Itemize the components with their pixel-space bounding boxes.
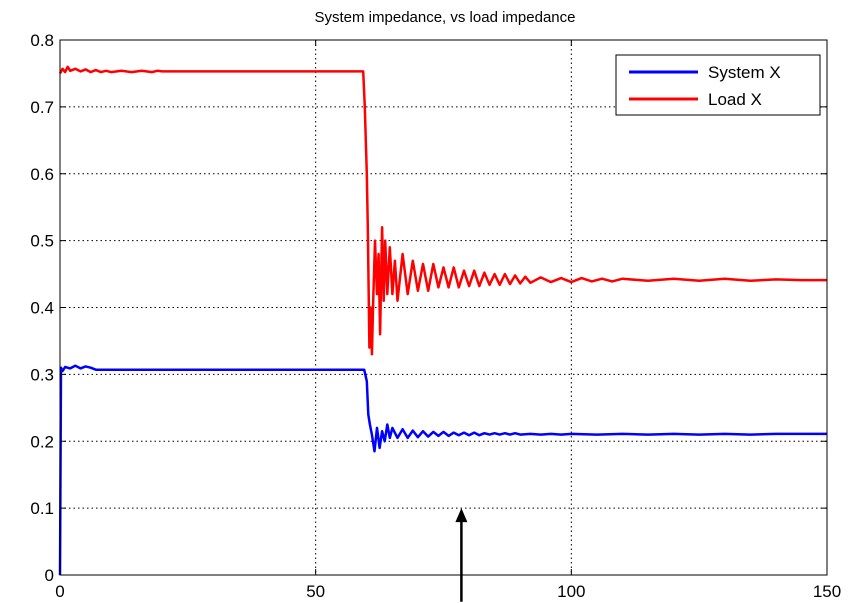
y-tick-label: 0.7 bbox=[30, 98, 54, 117]
y-tick-label: 0.4 bbox=[30, 299, 54, 318]
annotation-arrow-head bbox=[455, 508, 468, 523]
y-axis-tick-labels: 0 0.1 0.2 0.3 0.4 0.5 0.6 0.7 0.8 bbox=[30, 31, 54, 585]
y-tick-label: 0.2 bbox=[30, 432, 54, 451]
y-tick-label: 0.6 bbox=[30, 165, 54, 184]
series-line-load-x bbox=[58, 65, 827, 356]
y-tick-label: 0 bbox=[45, 566, 54, 585]
x-tick-label: 150 bbox=[813, 582, 841, 601]
x-tick-label: 100 bbox=[557, 582, 585, 601]
series-line-system-x bbox=[58, 364, 827, 576]
legend-box bbox=[615, 54, 821, 116]
legend-label-system-x: System X bbox=[708, 63, 781, 82]
y-tick-label: 0.3 bbox=[30, 365, 54, 384]
y-tick-label: 0.1 bbox=[30, 499, 54, 518]
series-lines bbox=[58, 65, 827, 576]
annotations bbox=[455, 508, 468, 602]
x-axis-tick-labels: 0 50 100 150 bbox=[55, 582, 841, 601]
x-tick-label: 50 bbox=[306, 582, 325, 601]
y-tick-label: 0.8 bbox=[30, 31, 54, 50]
legend: System X Load X bbox=[615, 54, 821, 116]
axis-ticks bbox=[59, 39, 828, 576]
x-tick-label: 0 bbox=[55, 582, 64, 601]
chart-title: System impedance, vs load impedance bbox=[315, 9, 576, 26]
legend-label-load-x: Load X bbox=[708, 90, 762, 109]
y-tick-label: 0.5 bbox=[30, 232, 54, 251]
